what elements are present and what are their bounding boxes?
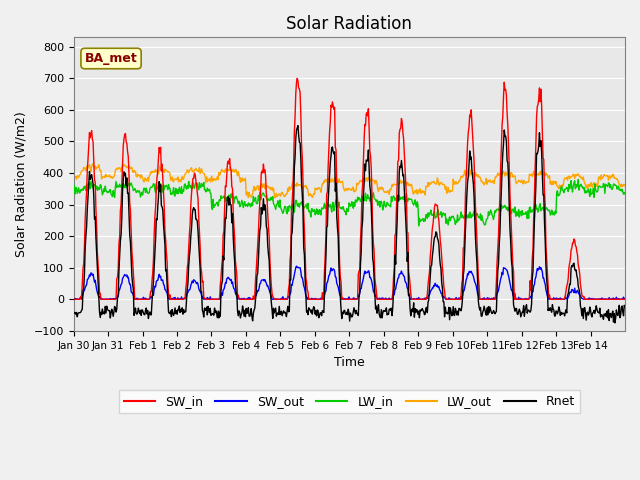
Text: BA_met: BA_met: [84, 52, 138, 65]
Legend: SW_in, SW_out, LW_in, LW_out, Rnet: SW_in, SW_out, LW_in, LW_out, Rnet: [118, 390, 580, 413]
Y-axis label: Solar Radiation (W/m2): Solar Radiation (W/m2): [15, 111, 28, 257]
X-axis label: Time: Time: [334, 356, 365, 369]
Title: Solar Radiation: Solar Radiation: [286, 15, 412, 33]
